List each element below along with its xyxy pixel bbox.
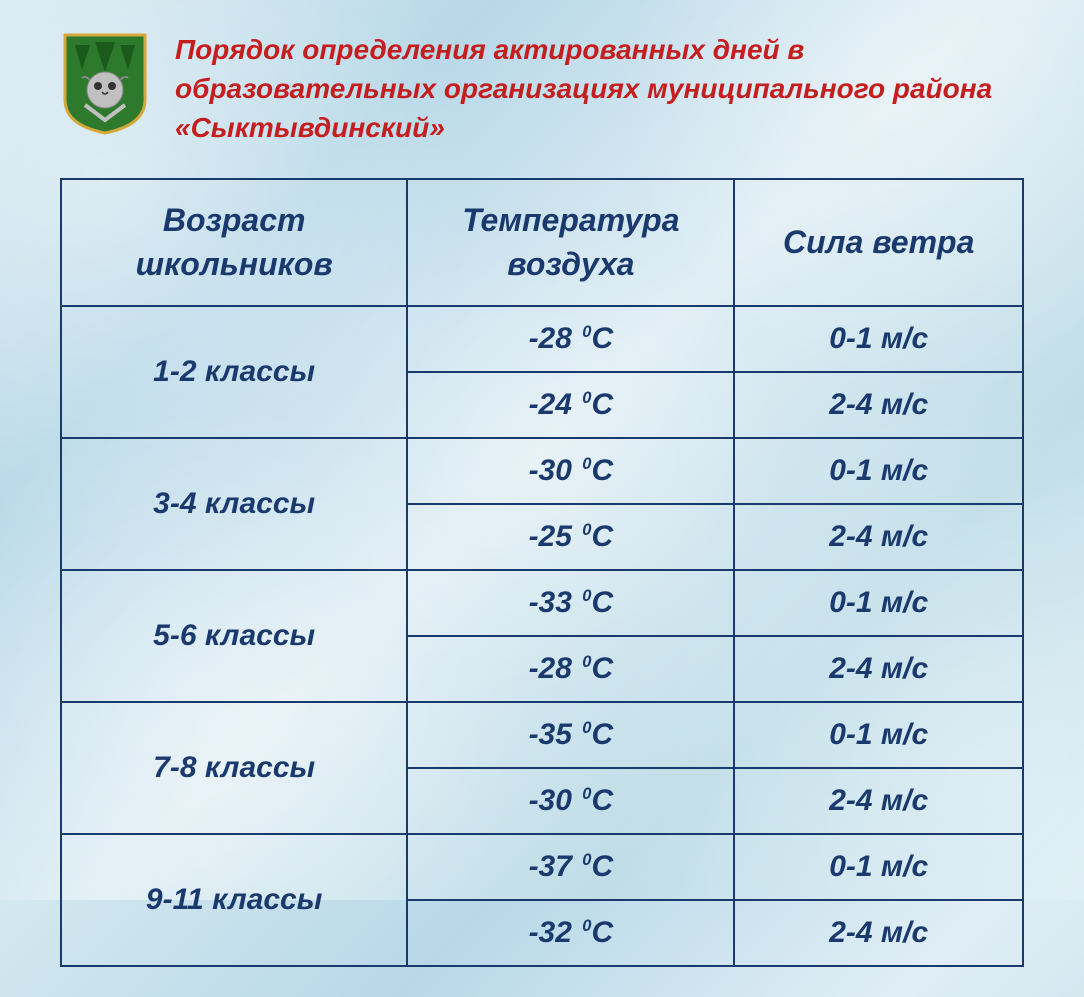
temp-cell: -37 0С bbox=[407, 834, 734, 900]
age-cell: 1-2 классы bbox=[61, 306, 407, 438]
wind-cell: 0-1 м/с bbox=[734, 306, 1023, 372]
temp-cell: -25 0С bbox=[407, 504, 734, 570]
table-row: 9-11 классы -37 0С 0-1 м/с bbox=[61, 834, 1023, 900]
wind-cell: 2-4 м/с bbox=[734, 372, 1023, 438]
age-cell: 7-8 классы bbox=[61, 702, 407, 834]
temp-cell: -33 0С bbox=[407, 570, 734, 636]
temp-cell: -30 0С bbox=[407, 768, 734, 834]
table-header-row: Возраст школьников Температура воздуха С… bbox=[61, 179, 1023, 307]
wind-cell: 0-1 м/с bbox=[734, 438, 1023, 504]
column-header-wind: Сила ветра bbox=[734, 179, 1023, 307]
header: Порядок определения актированных дней в … bbox=[60, 30, 1024, 148]
table-row: 3-4 классы -30 0С 0-1 м/с bbox=[61, 438, 1023, 504]
wind-cell: 2-4 м/с bbox=[734, 768, 1023, 834]
table-row: 1-2 классы -28 0С 0-1 м/с bbox=[61, 306, 1023, 372]
temp-cell: -32 0С bbox=[407, 900, 734, 966]
temp-cell: -30 0С bbox=[407, 438, 734, 504]
column-header-temp: Температура воздуха bbox=[407, 179, 734, 307]
temp-cell: -24 0С bbox=[407, 372, 734, 438]
table-row: 5-6 классы -33 0С 0-1 м/с bbox=[61, 570, 1023, 636]
wind-cell: 2-4 м/с bbox=[734, 636, 1023, 702]
temp-cell: -28 0С bbox=[407, 636, 734, 702]
document-container: Порядок определения актированных дней в … bbox=[0, 0, 1084, 997]
age-cell: 5-6 классы bbox=[61, 570, 407, 702]
crest-icon bbox=[60, 30, 150, 135]
document-title: Порядок определения актированных дней в … bbox=[175, 30, 1024, 148]
age-cell: 3-4 классы bbox=[61, 438, 407, 570]
wind-cell: 0-1 м/с bbox=[734, 570, 1023, 636]
wind-cell: 0-1 м/с bbox=[734, 834, 1023, 900]
column-header-age: Возраст школьников bbox=[61, 179, 407, 307]
weather-table: Возраст школьников Температура воздуха С… bbox=[60, 178, 1024, 968]
temp-cell: -28 0С bbox=[407, 306, 734, 372]
age-cell: 9-11 классы bbox=[61, 834, 407, 966]
table-body: 1-2 классы -28 0С 0-1 м/с -24 0С 2-4 м/с… bbox=[61, 306, 1023, 966]
wind-cell: 0-1 м/с bbox=[734, 702, 1023, 768]
wind-cell: 2-4 м/с bbox=[734, 900, 1023, 966]
temp-cell: -35 0С bbox=[407, 702, 734, 768]
table-row: 7-8 классы -35 0С 0-1 м/с bbox=[61, 702, 1023, 768]
wind-cell: 2-4 м/с bbox=[734, 504, 1023, 570]
